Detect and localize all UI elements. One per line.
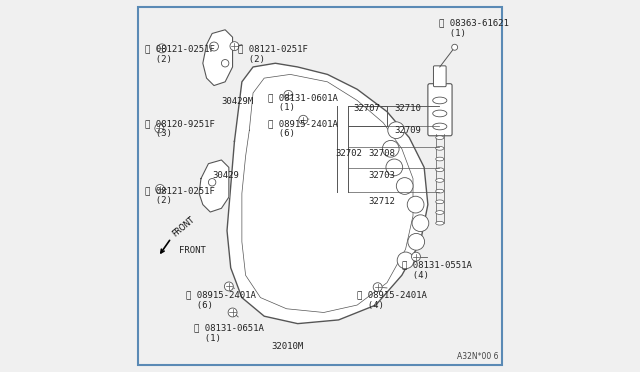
Circle shape	[157, 44, 166, 53]
Ellipse shape	[436, 189, 444, 193]
Circle shape	[228, 308, 237, 317]
Ellipse shape	[386, 159, 403, 176]
Polygon shape	[227, 63, 428, 324]
Ellipse shape	[433, 97, 447, 104]
Ellipse shape	[436, 168, 444, 171]
FancyBboxPatch shape	[433, 66, 446, 87]
Text: 32707: 32707	[353, 104, 380, 113]
Text: 32010M: 32010M	[271, 342, 304, 351]
Circle shape	[373, 283, 382, 292]
Circle shape	[230, 42, 239, 51]
Text: Ⓑ 08131-0551A
  (4): Ⓑ 08131-0551A (4)	[402, 260, 472, 280]
Text: Ⓑ 08120-9251F
  (3): Ⓑ 08120-9251F (3)	[145, 119, 215, 138]
Ellipse shape	[412, 215, 429, 231]
Text: 32712: 32712	[369, 197, 396, 206]
Text: FRONT: FRONT	[172, 215, 197, 238]
Circle shape	[209, 179, 216, 186]
Ellipse shape	[436, 157, 444, 161]
Text: 30429: 30429	[212, 171, 239, 180]
Ellipse shape	[436, 147, 444, 150]
Ellipse shape	[433, 123, 447, 130]
Ellipse shape	[436, 211, 444, 214]
Ellipse shape	[436, 179, 444, 182]
Text: Ⓑ 08121-0251F
  (2): Ⓑ 08121-0251F (2)	[145, 186, 215, 205]
Circle shape	[452, 44, 458, 50]
Ellipse shape	[388, 122, 404, 139]
Text: Ⓑ 08121-0251F
  (2): Ⓑ 08121-0251F (2)	[145, 45, 215, 64]
Text: Ⓑ 08131-0601A
  (1): Ⓑ 08131-0601A (1)	[268, 93, 338, 112]
FancyBboxPatch shape	[428, 84, 452, 136]
Text: 32710: 32710	[394, 104, 421, 113]
Text: 32702: 32702	[335, 149, 362, 158]
Ellipse shape	[382, 140, 399, 157]
Polygon shape	[199, 160, 229, 212]
Ellipse shape	[396, 177, 413, 195]
Circle shape	[412, 252, 420, 261]
Text: ⓘ 08915-2401A
  (4): ⓘ 08915-2401A (4)	[357, 290, 427, 310]
Circle shape	[284, 90, 293, 99]
Ellipse shape	[436, 200, 444, 204]
Circle shape	[225, 282, 234, 291]
Circle shape	[209, 42, 218, 51]
Text: ⓢ 08363-61621
  (1): ⓢ 08363-61621 (1)	[439, 19, 509, 38]
Text: 32708: 32708	[369, 149, 396, 158]
Text: Ⓑ 08121-0251F
  (2): Ⓑ 08121-0251F (2)	[238, 45, 308, 64]
Text: ⓘ 08915-2401A
  (6): ⓘ 08915-2401A (6)	[186, 290, 256, 310]
Text: 30429M: 30429M	[221, 97, 253, 106]
Text: A32N*00 6: A32N*00 6	[457, 352, 499, 361]
Ellipse shape	[407, 196, 424, 213]
Text: FRONT: FRONT	[179, 246, 205, 254]
Circle shape	[221, 60, 229, 67]
Circle shape	[155, 124, 164, 133]
Polygon shape	[203, 30, 232, 86]
Text: 32709: 32709	[394, 126, 421, 135]
Ellipse shape	[436, 221, 444, 225]
Text: ⓘ 08915-2401A
  (6): ⓘ 08915-2401A (6)	[268, 119, 338, 138]
Ellipse shape	[397, 252, 414, 269]
Ellipse shape	[436, 136, 444, 140]
Text: 32703: 32703	[369, 171, 396, 180]
Circle shape	[299, 115, 308, 124]
Circle shape	[156, 185, 164, 193]
Text: Ⓑ 08131-0651A
  (1): Ⓑ 08131-0651A (1)	[193, 324, 264, 343]
Ellipse shape	[433, 110, 447, 117]
Ellipse shape	[408, 234, 424, 250]
FancyBboxPatch shape	[138, 7, 502, 365]
